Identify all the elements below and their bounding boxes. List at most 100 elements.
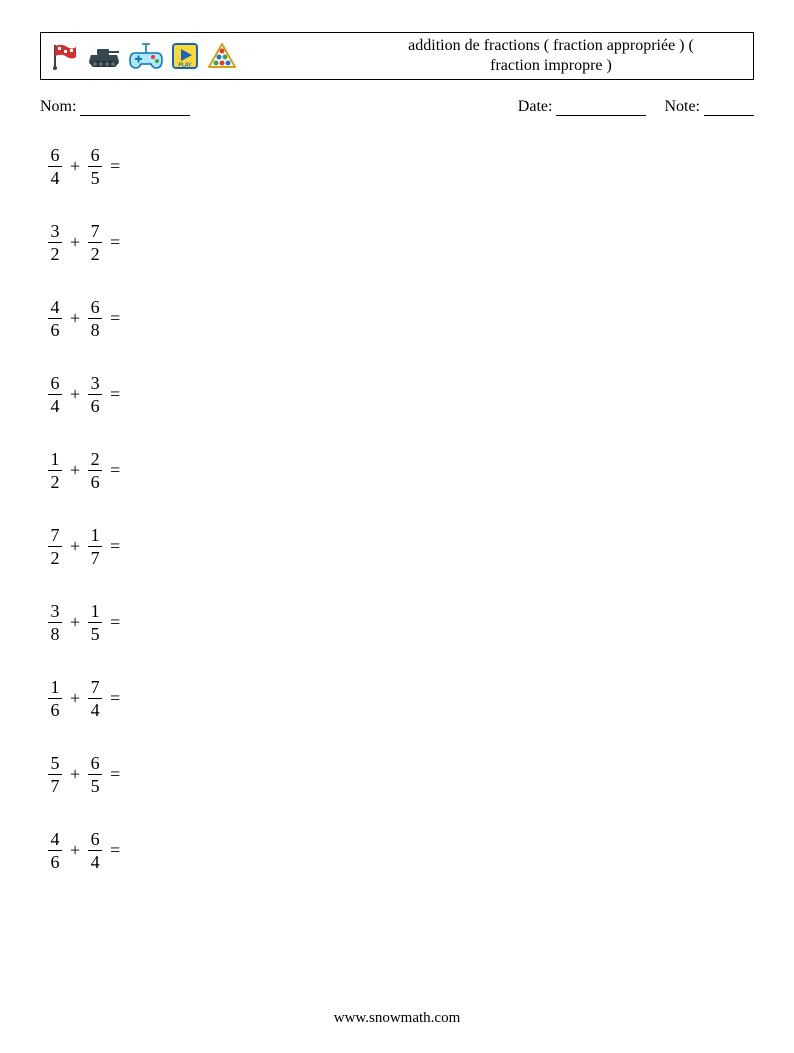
equals-sign: = <box>110 156 120 177</box>
numerator: 3 <box>49 222 62 240</box>
operator-plus: + <box>70 764 80 785</box>
svg-text:PLAY: PLAY <box>179 63 193 69</box>
problem-row: 32+72= <box>46 220 754 264</box>
operator-plus: + <box>70 840 80 861</box>
fraction-b: 17 <box>88 526 102 567</box>
operator-plus: + <box>70 384 80 405</box>
header-box: PLAY addition de fractions ( fraction ap… <box>40 32 754 80</box>
denominator: 6 <box>49 853 62 871</box>
footer: www.snowmath.com <box>0 1010 794 1027</box>
numerator: 4 <box>49 830 62 848</box>
denominator: 2 <box>49 473 62 491</box>
numerator: 4 <box>49 298 62 316</box>
numerator: 6 <box>89 146 102 164</box>
equals-sign: = <box>110 308 120 329</box>
numerator: 6 <box>89 298 102 316</box>
fraction-a: 72 <box>48 526 62 567</box>
denominator: 4 <box>49 397 62 415</box>
fraction-bar <box>88 546 102 547</box>
equals-sign: = <box>110 232 120 253</box>
denominator: 6 <box>49 701 62 719</box>
fraction-a: 32 <box>48 222 62 263</box>
denominator: 6 <box>89 397 102 415</box>
fraction-a: 57 <box>48 754 62 795</box>
fraction-a: 64 <box>48 374 62 415</box>
denominator: 2 <box>49 549 62 567</box>
fraction-bar <box>48 546 62 547</box>
fraction-bar <box>48 774 62 775</box>
operator-plus: + <box>70 232 80 253</box>
problem-row: 38+15= <box>46 600 754 644</box>
denominator: 5 <box>89 777 102 795</box>
fraction-b: 68 <box>88 298 102 339</box>
denominator: 7 <box>49 777 62 795</box>
note-blank[interactable] <box>704 99 754 116</box>
meta-row: Nom: Date: Note: <box>40 98 754 116</box>
problem-row: 1 6 +74 = <box>46 676 754 720</box>
operator-plus: + <box>70 308 80 329</box>
fraction-bar <box>88 166 102 167</box>
gamepad-icon <box>129 41 163 71</box>
fraction-b: 74 <box>88 678 102 719</box>
operator-plus: + <box>70 688 80 709</box>
denominator: 2 <box>49 245 62 263</box>
numerator: 2 <box>89 450 102 468</box>
date-blank[interactable] <box>556 99 646 116</box>
denominator: 7 <box>89 549 102 567</box>
fraction-b: 64 <box>88 830 102 871</box>
numerator: 6 <box>89 830 102 848</box>
problem-row: 72+17= <box>46 524 754 568</box>
fraction-b: 65 <box>88 754 102 795</box>
operator-plus: + <box>70 156 80 177</box>
fraction-b: 65 <box>88 146 102 187</box>
tank-icon <box>87 41 121 71</box>
numerator: 1 <box>89 526 102 544</box>
note-label: Note: <box>664 98 700 115</box>
numerator: 1 <box>49 450 62 468</box>
denominator: 8 <box>49 625 62 643</box>
fraction-bar <box>88 698 102 699</box>
fraction-bar <box>88 774 102 775</box>
fraction-bar <box>48 470 62 471</box>
problem-row: 12+26= <box>46 448 754 492</box>
header-icons: PLAY <box>49 41 237 71</box>
numerator: 6 <box>49 146 62 164</box>
equals-sign: = <box>110 384 120 405</box>
numerator: 3 <box>49 602 62 620</box>
fraction-b: 36 <box>88 374 102 415</box>
denominator: 4 <box>89 701 102 719</box>
fraction-bar <box>48 166 62 167</box>
note-field: Note: <box>664 98 754 116</box>
numerator: 3 <box>89 374 102 392</box>
footer-text: www.snowmath.com <box>334 1010 461 1026</box>
equals-sign: = <box>110 612 120 633</box>
numerator: 1 <box>49 678 62 696</box>
fraction-bar <box>48 394 62 395</box>
fraction-a: 46 <box>48 830 62 871</box>
fraction-bar <box>48 850 62 851</box>
denominator: 4 <box>49 169 62 187</box>
fraction-bar <box>48 318 62 319</box>
equals-sign: = <box>110 840 120 861</box>
date-field: Date: <box>518 98 647 116</box>
numerator: 7 <box>49 526 62 544</box>
play-icon: PLAY <box>171 41 199 71</box>
date-label: Date: <box>518 98 553 115</box>
fraction-bar <box>48 698 62 699</box>
title-line-1: addition de fractions ( fraction appropr… <box>408 37 694 54</box>
operator-plus: + <box>70 612 80 633</box>
equals-sign: = <box>110 688 120 709</box>
fraction-bar <box>48 242 62 243</box>
fraction-bar <box>88 242 102 243</box>
fraction-a: 64 <box>48 146 62 187</box>
equals-sign: = <box>110 460 120 481</box>
numerator: 6 <box>89 754 102 772</box>
billiards-icon <box>207 41 237 71</box>
numerator: 6 <box>49 374 62 392</box>
operator-plus: + <box>70 536 80 557</box>
fraction-bar <box>48 622 62 623</box>
equals-sign: = <box>110 536 120 557</box>
denominator: 5 <box>89 625 102 643</box>
name-blank[interactable] <box>80 99 190 116</box>
problem-row: 64+36= <box>46 372 754 416</box>
